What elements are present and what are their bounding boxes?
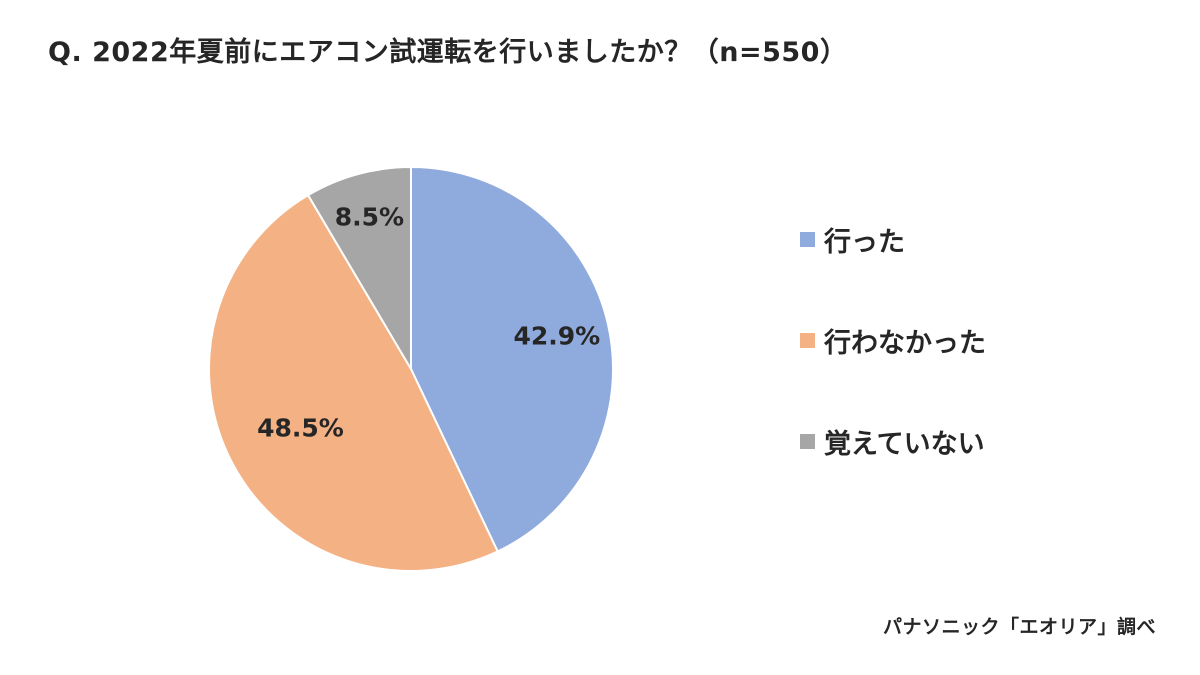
chart-title: Q. 2022年夏前にエアコン試運転を行いましたか？（n=550）: [48, 37, 848, 68]
legend-item-3: 覚えていない: [800, 422, 985, 461]
legend-swatch: [800, 333, 815, 348]
legend-item-1: 行った: [800, 220, 905, 259]
pie-slice-1: [410, 165, 614, 553]
pie-slice-2: [207, 193, 499, 572]
legend-label: 覚えていない: [824, 429, 985, 460]
pie-slice-3: [306, 165, 412, 373]
legend-item-2: 行わなかった: [800, 321, 986, 360]
slice-value-label-3: 8.5%: [335, 203, 404, 232]
slice-value-label-1: 42.9%: [513, 322, 600, 351]
slice-value-label-2: 48.5%: [257, 413, 344, 442]
legend-label: 行わなかった: [824, 328, 986, 359]
source-note: パナソニック「エオリア」調べ: [882, 616, 1156, 638]
legend-label: 行った: [824, 227, 905, 258]
legend-swatch: [800, 434, 815, 449]
legend-swatch: [800, 232, 815, 247]
